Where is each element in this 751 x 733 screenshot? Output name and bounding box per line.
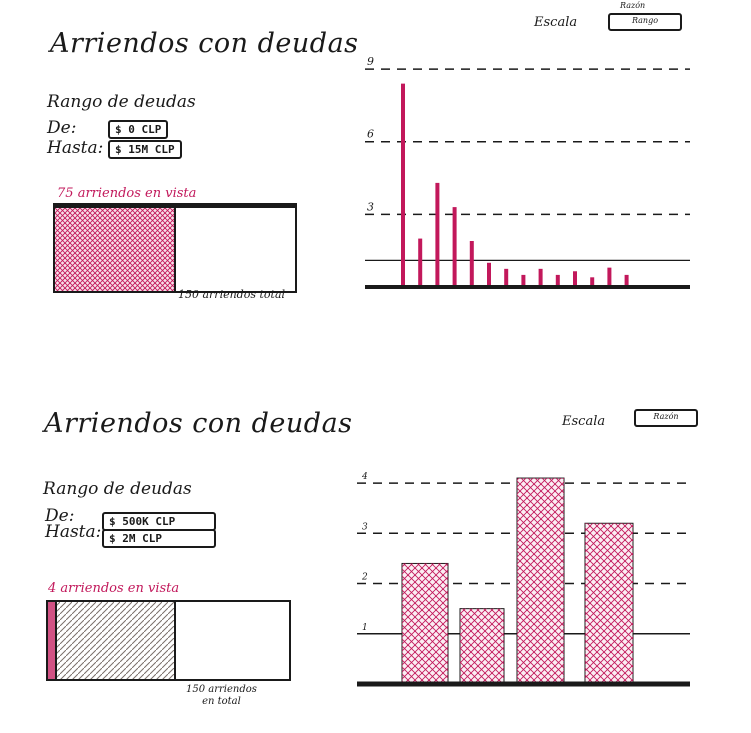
range-progress-bar — [53, 203, 297, 293]
total-caption: 150 arriendos en total — [186, 684, 257, 708]
range-heading: Rango de deudas — [43, 479, 192, 499]
scale-toggle[interactable]: Rango — [608, 13, 682, 31]
bar[interactable] — [590, 277, 595, 287]
total-caption-line1: 150 arriendos — [186, 684, 257, 695]
to-label: Hasta: — [45, 522, 102, 542]
bar[interactable] — [607, 267, 612, 287]
bar-chart: 1 2 3 4 — [357, 472, 690, 687]
range-heading: Rango de deudas — [47, 92, 196, 112]
progress-fill — [55, 208, 176, 291]
scale-value: Razón — [653, 412, 679, 421]
scale-label: Escala — [534, 15, 578, 30]
bar[interactable] — [469, 241, 474, 287]
y-tick-label: 3 — [362, 522, 368, 532]
bar[interactable] — [504, 268, 509, 287]
y-tick-label: 9 — [367, 55, 374, 68]
panel-bottom: Arriendos con deudas Rango de deudas De:… — [0, 366, 751, 732]
total-caption-line2: en total — [202, 696, 241, 707]
scale-toggle[interactable]: Razón — [634, 409, 698, 427]
from-label: De: — [45, 506, 75, 526]
progress-fill-hatch — [55, 208, 175, 291]
y-tick-label: 6 — [367, 128, 374, 141]
in-view-caption: 4 arriendos en vista — [48, 581, 179, 596]
bar[interactable] — [555, 274, 560, 287]
in-view-count: 4 — [48, 581, 57, 596]
y-tick-label: 3 — [367, 200, 374, 213]
bar[interactable] — [435, 182, 440, 287]
page-title: Arriendos con deudas — [44, 408, 353, 439]
from-label: De: — [47, 118, 77, 138]
bar[interactable] — [418, 238, 423, 287]
bar-chart: 3 6 9 — [365, 55, 690, 289]
progress-fill-in-view — [48, 602, 56, 679]
progress-fill-range — [56, 602, 175, 679]
in-view-text: arriendos en vista — [77, 186, 197, 201]
range-progress-bar — [46, 600, 291, 681]
in-view-text: arriendos en vista — [60, 581, 180, 596]
to-input[interactable]: $ 2M CLP — [102, 529, 216, 548]
progress-fill — [48, 602, 176, 679]
scale-label: Escala — [562, 414, 606, 429]
scale-top-label: Razón — [620, 1, 646, 10]
in-view-caption: 75 arriendos en vista — [57, 186, 196, 201]
scale-value: Rango — [631, 16, 659, 25]
total-caption: 150 arriendos total — [178, 288, 286, 301]
bar-hatch — [517, 478, 564, 684]
page-title: Arriendos con deudas — [50, 28, 359, 59]
bar[interactable] — [452, 207, 457, 287]
from-input[interactable]: $ 0 CLP — [108, 120, 169, 139]
y-tick-label: 2 — [361, 573, 368, 583]
panel-top: Arriendos con deudas Rango de deudas De:… — [0, 0, 751, 366]
bar[interactable] — [538, 268, 543, 287]
bar-hatch — [585, 523, 633, 684]
bar[interactable] — [521, 274, 526, 287]
to-input[interactable]: $ 15M CLP — [108, 140, 182, 159]
to-label: Hasta: — [47, 138, 104, 158]
y-tick-label: 4 — [361, 472, 368, 482]
in-view-count: 75 — [57, 186, 74, 201]
bar[interactable] — [487, 262, 491, 287]
bar[interactable] — [573, 271, 577, 287]
bar-hatch — [402, 563, 448, 684]
bar-hatch — [460, 608, 504, 684]
y-tick-label: 1 — [362, 623, 368, 633]
bar[interactable] — [624, 274, 629, 287]
bar[interactable] — [401, 83, 405, 287]
